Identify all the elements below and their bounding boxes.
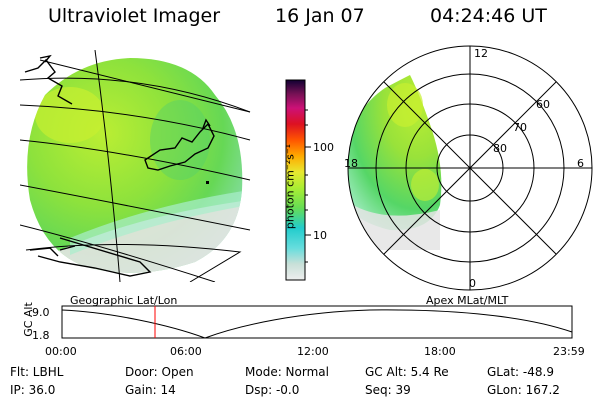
seq-value: Seq: 39 <box>365 383 411 397</box>
colorbar-tick-100: 100 <box>313 141 334 154</box>
alt-ytick-9: 9.0 <box>32 306 50 319</box>
colorbar-tick-10: 10 <box>313 229 327 242</box>
mlt-label-6: 6 <box>577 157 584 170</box>
gain-value: Gain: 14 <box>125 383 176 397</box>
instrument-title: Ultraviolet Imager <box>48 5 221 27</box>
mlat-label-80: 80 <box>493 142 507 155</box>
mlat-label-60: 60 <box>536 98 550 111</box>
mlt-label-0: 0 <box>469 277 476 290</box>
door-value: Door: Open <box>125 365 194 379</box>
alt-xtick-2359: 23:59 <box>553 345 585 358</box>
mlt-label-12: 12 <box>474 47 488 60</box>
date-label: 16 Jan 07 <box>275 5 365 27</box>
time-label: 04:24:46 UT <box>430 5 547 27</box>
alt-xtick-0000: 00:00 <box>45 345 77 358</box>
dsp-value: Dsp: -0.0 <box>245 383 300 397</box>
apex-label: Apex MLat/MLT <box>426 294 509 307</box>
gc-alt-value: GC Alt: 5.4 Re <box>365 365 449 379</box>
alt-xtick-1200: 12:00 <box>297 345 329 358</box>
glat-value: GLat: -48.9 <box>487 365 554 379</box>
ip-value: IP: 36.0 <box>10 383 56 397</box>
geographic-label: Geographic Lat/Lon <box>70 294 178 307</box>
alt-xtick-0600: 06:00 <box>170 345 202 358</box>
glon-value: GLon: 167.2 <box>487 383 560 397</box>
mlt-label-18: 18 <box>344 157 358 170</box>
mlat-label-70: 70 <box>513 121 527 134</box>
flt-value: Flt: LBHL <box>10 365 64 379</box>
alt-xtick-1800: 18:00 <box>424 345 456 358</box>
mode-value: Mode: Normal <box>245 365 329 379</box>
alt-ytick-1-8: 1.8 <box>32 329 50 342</box>
